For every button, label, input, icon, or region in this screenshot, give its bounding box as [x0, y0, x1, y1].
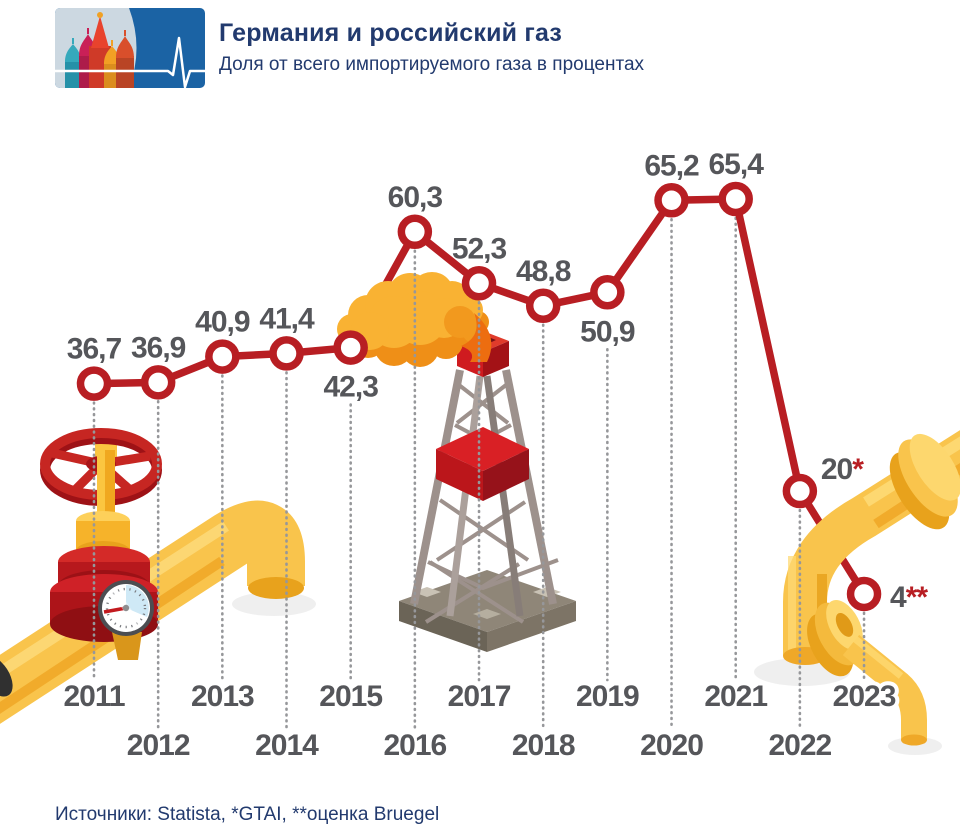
value-label: 65,4: [709, 148, 765, 181]
data-point-marker: [718, 181, 753, 217]
chart-gridlines: [92, 216, 738, 730]
data-point-marker: [397, 214, 433, 250]
header: Германия и российский газ Доля от всего …: [55, 8, 644, 88]
year-label: 2018: [512, 729, 575, 762]
value-label: 36,9: [131, 331, 186, 364]
page-subtitle: Доля от всего импортируемого газа в проц…: [219, 54, 645, 75]
pulse-line-icon: [55, 36, 205, 88]
data-point-marker: [782, 473, 818, 509]
chart-gridlines-right: [798, 508, 866, 730]
year-label: 2022: [768, 729, 831, 762]
data-point-marker: [76, 366, 112, 401]
page-title: Германия и российский газ: [219, 19, 563, 47]
data-point-marker: [590, 275, 625, 310]
value-label: 42,3: [323, 371, 378, 404]
year-label: 2011: [63, 680, 124, 713]
value-label: 41,4: [259, 302, 315, 335]
year-label: 2014: [255, 729, 319, 762]
data-point-marker: [654, 183, 689, 218]
value-label: 20*: [821, 453, 864, 486]
gas-flare-illustration: [337, 272, 492, 367]
source-note: Источники: Statista, *GTAI, **оценка Bru…: [55, 804, 440, 825]
year-label: 2015: [319, 680, 382, 713]
pipe-flange-icon: [889, 433, 960, 530]
value-label: 50,9: [580, 315, 635, 348]
value-label: 60,3: [388, 181, 443, 214]
broken-pipeline-illustration: [754, 430, 960, 755]
year-label: 2021: [704, 680, 767, 713]
valve-handwheel-icon: [40, 428, 162, 522]
data-point-marker: [525, 288, 561, 324]
year-label: 2012: [127, 729, 190, 762]
value-label: 65,2: [644, 149, 699, 182]
chart-markers: [76, 181, 882, 612]
year-label: 2020: [640, 729, 703, 762]
year-label: 2019: [576, 680, 639, 713]
year-label: 2016: [383, 729, 446, 762]
year-label: 2017: [448, 680, 511, 713]
data-point-marker: [269, 336, 304, 371]
year-axis-labels: 2011201220132014201520162017201820192020…: [59, 676, 900, 766]
gas-derrick-illustration: [399, 331, 576, 652]
value-labels: 36,7 36,9 40,9 41,4 42,3 60,3 52,3 48,8 50,9 65,2…: [67, 148, 930, 614]
year-label: 2023: [833, 680, 896, 713]
value-label: 4**: [890, 581, 928, 614]
pressure-gauge-icon: [98, 580, 154, 636]
data-point-marker: [846, 576, 882, 612]
value-label: 36,7: [67, 333, 122, 366]
data-point-marker: [333, 330, 368, 365]
pipeline-valve-illustration: [0, 428, 316, 724]
data-point-marker: [461, 266, 497, 301]
value-label: 52,3: [452, 232, 507, 265]
data-point-marker: [205, 339, 240, 374]
logo: [55, 8, 205, 88]
value-label: 48,8: [516, 255, 571, 288]
value-label: 40,9: [195, 306, 250, 339]
data-point-marker: [140, 365, 176, 400]
year-label: 2013: [191, 680, 254, 713]
